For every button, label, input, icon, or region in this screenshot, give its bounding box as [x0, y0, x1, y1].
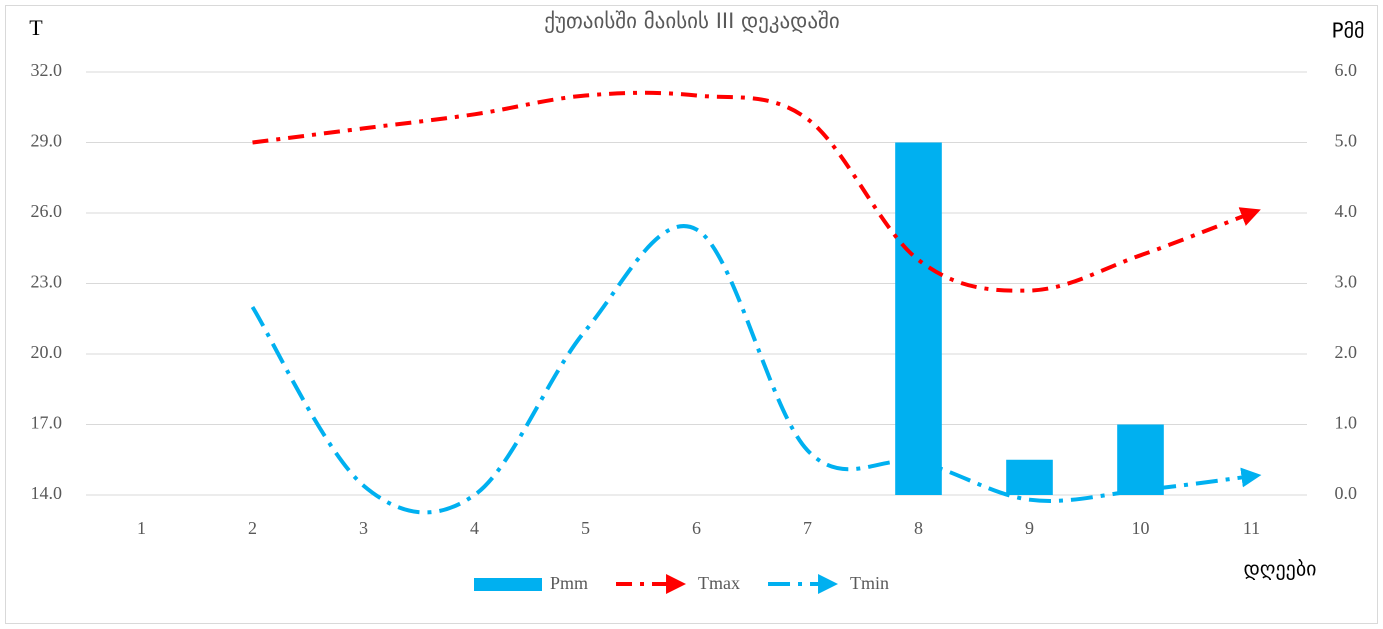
x-tick-label: 9: [1025, 518, 1034, 538]
y-tick-label: 23.0: [31, 272, 63, 292]
legend-label: Tmax: [698, 573, 740, 593]
x-tick-label: 2: [248, 518, 257, 538]
x-tick-label: 6: [692, 518, 701, 538]
x-tick-label: 7: [803, 518, 812, 538]
y2-tick-label: 1.0: [1335, 413, 1358, 433]
line: [252, 90, 1261, 293]
x-tick-label: 1: [137, 518, 146, 538]
x-axis-label: დღეები: [1243, 557, 1316, 581]
y2-tick-label: 3.0: [1335, 272, 1358, 292]
y2-tick-label: 5.0: [1335, 131, 1358, 151]
y2-tick-label: 4.0: [1335, 201, 1358, 221]
legend-swatch: [474, 578, 542, 591]
x-tick-label: 4: [470, 518, 479, 538]
y2-axis-label: Pმმ: [1332, 19, 1365, 43]
x-tick-label: 11: [1243, 518, 1260, 538]
chart-title: ქუთაისში მაისის III დეკადაში: [544, 9, 840, 33]
bar: [1006, 459, 1053, 495]
y-axis-label: T: [29, 15, 43, 40]
x-tick-label: 8: [914, 518, 923, 538]
x-tick-label: 5: [581, 518, 590, 538]
legend-label: Pmm: [550, 573, 588, 593]
y-tick-label: 17.0: [31, 413, 63, 433]
chart-border: [5, 5, 1378, 624]
line: [250, 224, 1262, 515]
y2-tick-label: 2.0: [1335, 342, 1358, 362]
bar: [1117, 424, 1164, 495]
y-tick-label: 14.0: [31, 483, 63, 503]
legend-label: Tmin: [850, 573, 889, 593]
y-tick-label: 20.0: [31, 342, 63, 362]
bar: [895, 142, 942, 495]
y2-tick-label: 6.0: [1335, 60, 1358, 80]
x-tick-label: 3: [359, 518, 368, 538]
x-tick-label: 10: [1132, 518, 1150, 538]
y-tick-label: 26.0: [31, 201, 63, 221]
y-tick-label: 29.0: [31, 131, 63, 151]
y-tick-label: 32.0: [31, 60, 63, 80]
y2-tick-label: 0.0: [1335, 483, 1358, 503]
